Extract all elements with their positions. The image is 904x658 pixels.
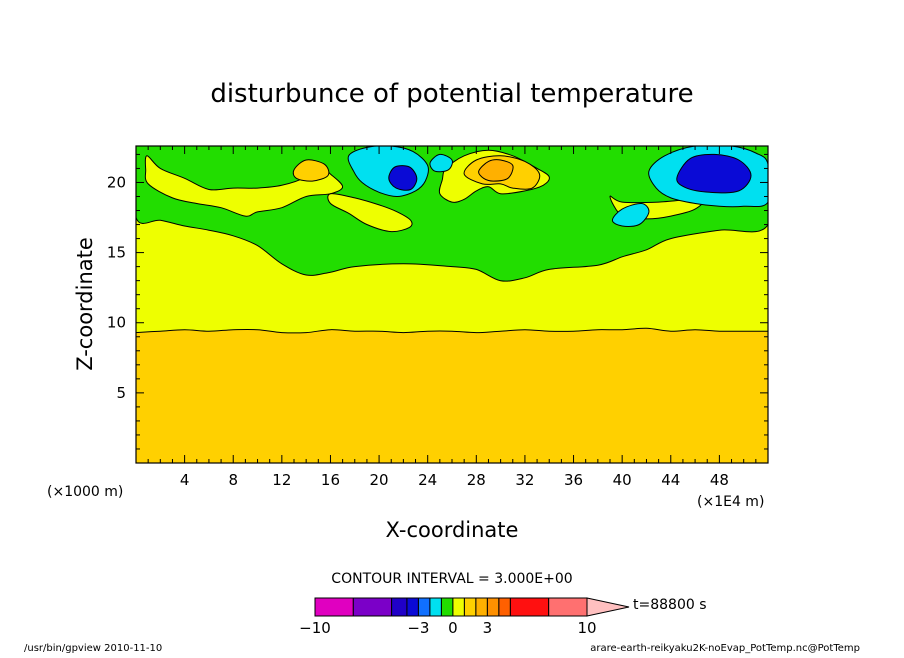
x-axis-label: X-coordinate: [386, 518, 519, 542]
contour-region-6-9: [292, 159, 330, 182]
chart-title: disturbunce of potential temperature: [210, 79, 693, 109]
colorbar-swatch: [486, 597, 500, 617]
y-ticks: 5 10 15 20: [107, 153, 768, 450]
y-tick-label: 15: [107, 244, 126, 262]
x-tick-label: 12: [272, 471, 291, 489]
colorbar-label: −10: [299, 619, 331, 637]
colorbar-swatch: [463, 597, 477, 617]
colorbar-label: −3: [407, 619, 429, 637]
x-tick-label: 24: [418, 471, 437, 489]
x-tick-label: 20: [370, 471, 389, 489]
plot-area: [136, 146, 768, 463]
contour-region-3-6: [327, 193, 413, 233]
contour-regions: [136, 146, 768, 282]
colorbar-swatch: [509, 597, 550, 617]
colorbar-label: 10: [577, 619, 596, 637]
y-tick-label: 5: [116, 384, 126, 402]
x-tick-label: 48: [710, 471, 729, 489]
contour-region-9-12: [478, 159, 514, 182]
colorbar-swatch: [429, 597, 442, 617]
contour-region-3-6: [144, 155, 344, 217]
colorbar-swatch: [548, 597, 588, 617]
x-tick-label: 32: [515, 471, 534, 489]
contour-region-0-3: [136, 146, 768, 282]
x-unit-right: (×1E4 m): [697, 494, 764, 510]
footer-right: arare-earth-reikyaku2K-noEvap_PotTemp.nc…: [590, 643, 860, 654]
colorbar-swatch: [452, 597, 465, 617]
contour-interval: CONTOUR INTERVAL = 3.000E+00: [331, 571, 572, 587]
x-tick-label: 16: [321, 471, 340, 489]
colorbar-swatch: [314, 597, 354, 617]
colorbar-label: 0: [448, 619, 458, 637]
y-tick-label: 20: [107, 173, 126, 191]
contour-region-neg3-0: [611, 202, 650, 227]
y-axis-label: Z-coordinate: [73, 237, 97, 371]
x-tick-label: 8: [228, 471, 238, 489]
x-unit-left: (×1000 m): [47, 484, 123, 500]
colorbar-label: 3: [483, 619, 493, 637]
lower-fill: [136, 327, 768, 463]
x-tick-label: 40: [613, 471, 632, 489]
time-label: t=88800 s: [633, 597, 707, 613]
x-tick-label: 28: [467, 471, 486, 489]
x-tick-label: 36: [564, 471, 583, 489]
footer-left: /usr/bin/gpview 2010-11-10: [24, 643, 162, 654]
colorbar-arrow: [586, 597, 630, 617]
colorbar-swatch: [417, 597, 431, 617]
colorbar-swatch: [391, 597, 408, 617]
x-ticks: 4 8 12 16 20 24 28 32 36 40 44 48: [147, 146, 757, 489]
colorbar-swatch: [498, 597, 511, 617]
x-tick-label: 4: [180, 471, 190, 489]
colorbar: −10 −3 0 3 10: [299, 597, 630, 637]
colorbar-swatch: [406, 597, 419, 617]
contour-region-lt-neg3: [388, 165, 418, 191]
x-tick-label: 44: [661, 471, 680, 489]
colorbar-swatch: [352, 597, 393, 617]
colorbar-swatch: [440, 597, 454, 617]
colorbar-swatch: [475, 597, 488, 617]
contour-region-neg3-0: [429, 153, 453, 173]
y-tick-label: 10: [107, 314, 126, 332]
contour-region-lt-neg3: [676, 153, 752, 194]
